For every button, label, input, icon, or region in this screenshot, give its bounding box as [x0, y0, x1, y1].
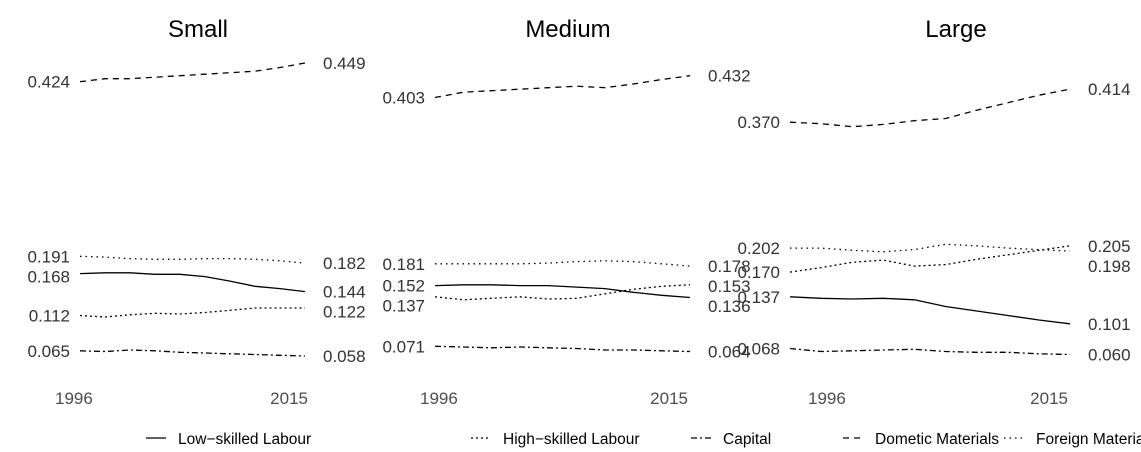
end-value-label: 0.205 [1088, 237, 1131, 256]
x-tick-label: 2015 [650, 389, 688, 408]
start-value-label: 0.424 [27, 73, 70, 92]
end-value-label: 0.122 [323, 303, 366, 322]
end-value-label: 0.178 [708, 257, 751, 276]
panel-large: Large 1996 2015 0.137 0.170 0.068 0.370 0.202 0.… [737, 16, 1130, 408]
end-value-label: 0.414 [1088, 80, 1131, 99]
series-line-cap [79, 349, 306, 357]
series-line-low [434, 284, 691, 299]
legend-item-cap: Capital [691, 431, 771, 448]
end-value-label: 0.060 [1088, 346, 1131, 365]
x-tick-label: 1996 [55, 389, 93, 408]
x-tick-label: 2015 [1030, 389, 1068, 408]
legend-label: Foreign Materials [1036, 431, 1141, 448]
start-value-label: 0.137 [382, 297, 425, 316]
chart-legend: Low−skilled Labour High−skilled Labour Cap… [146, 431, 1141, 448]
start-value-label: 0.068 [737, 340, 780, 359]
end-value-label: 0.058 [323, 347, 366, 366]
start-value-label: 0.170 [737, 263, 780, 282]
end-value-label: 0.153 [708, 277, 751, 296]
start-value-label: 0.202 [737, 239, 780, 258]
series-line-dom [434, 75, 691, 99]
series-line-high [434, 284, 691, 301]
end-value-label: 0.101 [1088, 315, 1131, 334]
legend-item-dom: Dometic Materials [843, 431, 999, 448]
series-line-for [79, 255, 306, 264]
x-tick-label: 1996 [808, 389, 846, 408]
legend-item-high: High−skilled Labour [471, 431, 640, 448]
series-line-for [435, 260, 691, 267]
legend-label: Low−skilled Labour [178, 431, 311, 448]
end-value-label: 0.449 [323, 54, 366, 73]
series-line-for [790, 243, 1071, 253]
panel-title: Small [168, 16, 228, 43]
series-line-high [789, 245, 1071, 273]
end-value-label: 0.432 [708, 67, 751, 86]
series-line-low [789, 296, 1071, 325]
x-tick-label: 2015 [270, 389, 308, 408]
legend-label: Dometic Materials [875, 431, 999, 448]
legend-item-for: Foreign Materials [1004, 431, 1141, 448]
start-value-label: 0.370 [737, 113, 780, 132]
start-value-label: 0.181 [382, 255, 425, 274]
start-value-label: 0.403 [382, 89, 425, 108]
series-line-cap [434, 345, 691, 353]
series-line-dom [789, 88, 1071, 128]
start-value-label: 0.071 [382, 337, 425, 356]
end-value-label: 0.144 [323, 283, 366, 302]
legend-label: High−skilled Labour [503, 431, 640, 448]
panel-small: Small 1996 2015 0.168 0.112 0.065 0.424 0.191 0.… [27, 16, 365, 408]
start-value-label: 0.168 [27, 267, 70, 286]
end-value-label: 0.064 [708, 343, 751, 362]
legend-label: Capital [723, 431, 771, 448]
end-value-label: 0.182 [323, 254, 366, 273]
start-value-label: 0.191 [27, 247, 70, 266]
panel-title: Large [925, 16, 986, 43]
panel-title: Medium [525, 16, 610, 43]
end-value-label: 0.136 [708, 297, 751, 316]
start-value-label: 0.152 [382, 277, 425, 296]
start-value-label: 0.137 [737, 288, 780, 307]
chart-panels: Small 1996 2015 0.168 0.112 0.065 0.424 0.191 0.… [27, 16, 1130, 408]
start-value-label: 0.065 [27, 342, 70, 361]
end-value-label: 0.198 [1088, 257, 1131, 276]
legend-item-low: Low−skilled Labour [146, 431, 311, 448]
series-line-cap [789, 347, 1071, 356]
x-tick-label: 1996 [420, 389, 458, 408]
series-line-low [79, 272, 306, 293]
start-value-label: 0.112 [29, 307, 70, 326]
series-line-dom [79, 62, 306, 83]
series-line-high [79, 307, 305, 318]
